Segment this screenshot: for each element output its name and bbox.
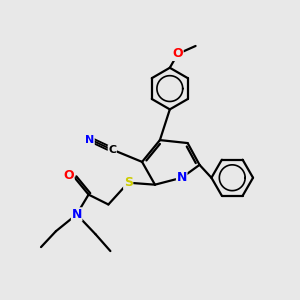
Text: N: N [176, 171, 187, 184]
Text: S: S [124, 176, 133, 189]
Text: O: O [63, 169, 74, 182]
Text: N: N [71, 208, 82, 221]
Text: N: N [85, 135, 94, 145]
Text: O: O [172, 47, 183, 60]
Text: C: C [108, 145, 116, 155]
